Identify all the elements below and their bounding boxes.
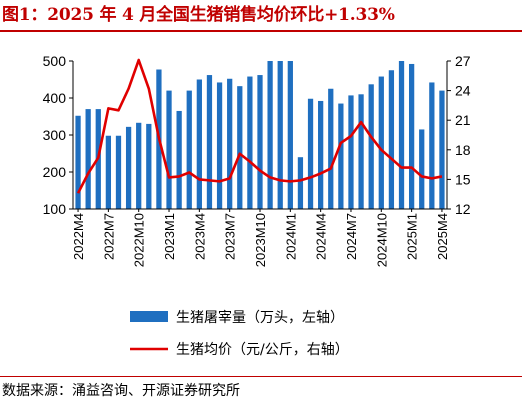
bar-2022M10 [136,122,142,209]
bar-2024M4 [318,100,324,209]
x-tick-label-2024M1: 2024M1 [283,213,298,260]
bar-2022M5 [85,109,91,209]
left-tick-label-300: 300 [43,127,67,143]
bar-2022M11 [146,123,152,209]
x-tick-label-2023M10: 2023M10 [253,213,268,267]
legend-swatch-bar [130,311,168,322]
bar-2025M1 [408,63,415,210]
x-tick-label-2025M4: 2025M4 [435,213,450,260]
bar-2024M5 [328,88,334,209]
bar-2023M8 [237,86,243,209]
x-tick-label-2025M1: 2025M1 [405,213,420,260]
bar-2023M10 [257,75,263,209]
right-tick-label-18: 18 [455,142,471,158]
x-tick-label-2022M4: 2022M4 [71,213,86,260]
x-tick-label-2023M7: 2023M7 [223,213,238,260]
bar-2023M7 [227,78,233,209]
left-tick-label-200: 200 [43,164,67,180]
x-tick-label-2022M10: 2022M10 [132,213,147,267]
chart-title: 图1：2025 年 4 月全国生猪销售均价环比+1.33% [2,5,395,25]
bar-2022M9 [125,126,132,209]
right-tick-label-12: 12 [455,201,471,217]
bar-2023M5 [206,75,213,209]
bar-2023M3 [186,90,192,209]
x-tick-label-2023M1: 2023M1 [162,213,177,260]
bar-2024M9 [368,84,374,209]
bar-2024M8 [358,94,364,209]
bar-2022M4 [75,115,81,209]
bar-2024M10 [378,76,384,209]
bar-2024M6 [338,103,344,209]
bar-2023M12 [277,61,283,209]
bar-2024M7 [348,95,354,209]
bar-2025M4 [439,90,445,209]
bar-2024M2 [297,157,304,209]
right-tick-label-15: 15 [455,171,471,187]
legend-label-line: 生猪均价（元/公斤，右轴） [176,342,349,358]
bar-2023M11 [267,61,273,209]
left-tick-label-500: 500 [43,53,67,69]
right-tick-label-21: 21 [455,112,471,128]
right-tick-label-24: 24 [455,83,471,99]
bar-2023M4 [196,79,202,209]
x-tick-label-2024M4: 2024M4 [314,213,329,260]
title-divider [0,30,522,32]
x-tick-label-2024M10: 2024M10 [374,213,389,267]
bar-2022M8 [115,135,122,209]
x-tick-label-2022M7: 2022M7 [101,213,116,260]
bar-2025M3 [429,82,435,209]
bar-2023M6 [216,82,223,209]
bar-2024M11 [388,70,395,209]
left-tick-label-100: 100 [43,201,67,217]
bar-2024M1 [287,61,293,209]
bar-2022M7 [105,135,112,209]
source-note: 数据来源：涌益咨询、开源证券研究所 [2,383,240,399]
price-line [76,58,443,194]
bar-2024M3 [307,98,314,209]
legend-label-bar: 生猪屠宰量（万头，左轴） [176,310,344,326]
footer-divider [0,376,522,377]
left-tick-label-400: 400 [43,90,67,106]
chart: 100 200 300 400 500 12 15 18 21 24 27 2022M4 2022M7 2… [43,53,471,358]
bar-2024M12 [398,61,405,209]
bar-2023M1 [166,90,172,209]
x-tick-label-2023M4: 2023M4 [192,213,207,260]
bar-2025M2 [419,129,425,209]
x-tick-label-2024M7: 2024M7 [344,213,359,260]
right-tick-label-27: 27 [455,53,471,69]
bar-2023M9 [247,76,253,209]
bar-2023M2 [176,110,182,209]
